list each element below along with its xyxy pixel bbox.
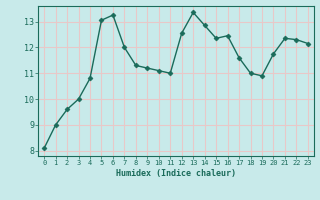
X-axis label: Humidex (Indice chaleur): Humidex (Indice chaleur) <box>116 169 236 178</box>
